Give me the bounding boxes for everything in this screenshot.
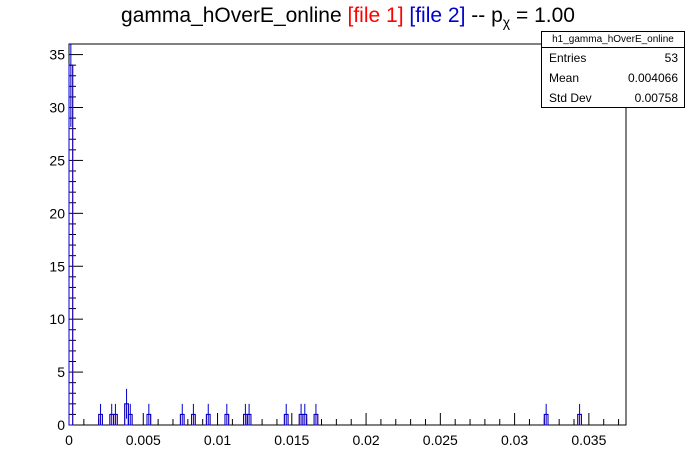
stats-label: Std Dev xyxy=(549,91,592,105)
histogram-bars xyxy=(68,64,582,426)
stats-value: 0.004066 xyxy=(627,71,678,85)
stats-value: 0.00758 xyxy=(634,91,678,105)
y-tick-label: 10 xyxy=(49,311,65,327)
x-axis: 0 0.005 0.01 0.015 0.02 0.025 0.03 0.035 xyxy=(65,413,620,448)
x-tick-label: 0.02 xyxy=(352,432,379,448)
stats-row-entries: Entries 53 xyxy=(542,48,684,68)
stats-value: 53 xyxy=(664,51,678,65)
x-tick-label: 0.03 xyxy=(501,432,528,448)
stats-label: Entries xyxy=(549,51,587,65)
y-tick-label: 15 xyxy=(49,258,65,274)
y-tick-label: 5 xyxy=(57,364,65,380)
y-tick-label: 35 xyxy=(49,47,65,63)
chart-title: gamma_hOverE_online [file 1] [file 2] --… xyxy=(0,4,696,30)
y-tick-label: 25 xyxy=(49,152,65,168)
title-file1: [file 1] xyxy=(347,4,404,27)
title-chi: χ xyxy=(502,14,511,31)
title-eq: = 1.00 xyxy=(515,4,575,27)
error-bars xyxy=(70,44,581,425)
stats-row-mean: Mean 0.004066 xyxy=(542,68,684,88)
x-tick-label: 0.035 xyxy=(571,432,606,448)
title-main: gamma_hOverE_online xyxy=(121,4,342,27)
stats-name: h1_gamma_hOverE_online xyxy=(542,32,684,48)
stats-label: Mean xyxy=(549,71,580,85)
y-tick-label: 30 xyxy=(49,100,65,116)
stats-box: h1_gamma_hOverE_online Entries 53 Mean 0… xyxy=(541,31,685,108)
x-tick-label: 0.025 xyxy=(423,432,458,448)
y-axis: 0 5 10 15 20 25 30 35 xyxy=(49,43,83,433)
y-tick-label: 0 xyxy=(57,417,65,433)
x-tick-label: 0.015 xyxy=(274,432,309,448)
x-tick-label: 0 xyxy=(65,432,73,448)
title-file2: [file 2] xyxy=(409,4,466,27)
x-tick-label: 0.005 xyxy=(126,432,161,448)
y-tick-label: 20 xyxy=(49,205,65,221)
title-sep: -- p xyxy=(471,4,503,27)
x-tick-label: 0.01 xyxy=(204,432,231,448)
stats-row-stddev: Std Dev 0.00758 xyxy=(542,88,684,108)
